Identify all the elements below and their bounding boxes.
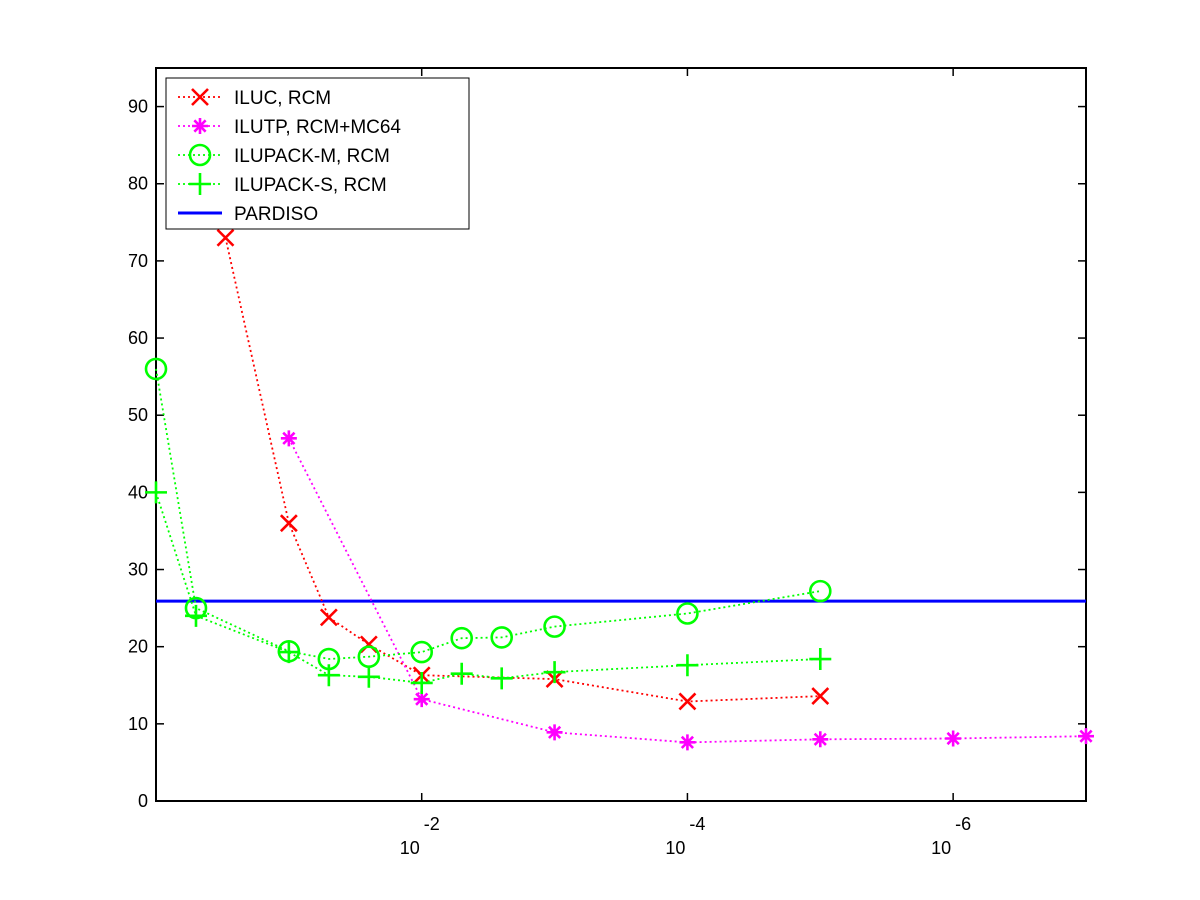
series-ilutp-rcm-mc64: [280, 430, 1094, 751]
data-point-ilupack-m-rcm: [808, 579, 832, 603]
data-point-ilupack-m-rcm: [490, 626, 514, 649]
legend-label: ILUTP, RCM+MC64: [234, 117, 401, 138]
data-point-ilupack-m-rcm: [410, 640, 434, 664]
y-tick-label: 0: [138, 791, 148, 811]
y-tick-label: 80: [128, 174, 148, 194]
x-tick-label-base: 10: [400, 838, 420, 858]
data-point-iluc-rcm: [216, 228, 235, 247]
y-tick-label: 90: [128, 97, 148, 117]
data-point-ilupack-s-rcm: [277, 641, 300, 664]
data-point-ilupack-s-rcm: [543, 661, 566, 684]
legend: ILUC, RCM ILUTP, RCM+MC64 ILUPACK-M, RCM IL…: [165, 77, 470, 230]
series-layer: [144, 228, 1094, 751]
data-point-ilupack-m-rcm: [676, 602, 699, 625]
x-tick-label-exponent: -4: [689, 814, 705, 834]
legend-box: [165, 77, 470, 230]
legend-marker: [192, 118, 208, 134]
y-tick-label: 20: [128, 637, 148, 657]
data-point-ilupack-s-rcm: [184, 604, 207, 627]
data-point-ilupack-m-rcm: [543, 615, 566, 638]
data-point-ilutp-rcm-mc64: [679, 734, 696, 751]
data-point-ilutp-rcm-mc64: [812, 731, 829, 748]
y-tick-label: 70: [128, 251, 148, 271]
y-tick-label: 50: [128, 405, 148, 425]
y-axis: 0 10 20 30 40 50 60 70 80 90: [128, 97, 1086, 811]
x-tick-label-exponent: -2: [424, 814, 440, 834]
data-point-ilutp-rcm-mc64: [945, 730, 962, 747]
series-line-ilupack-s-rcm: [155, 492, 821, 684]
x-axis: 10-210-410-6: [400, 68, 971, 858]
legend-label: ILUC, RCM: [234, 88, 331, 109]
y-tick-label: 30: [128, 560, 148, 580]
legend-item-ilupack-m-rcm: ILUPACK-M, RCM: [178, 143, 390, 167]
legend-item-ilupack-s-rcm: ILUPACK-S, RCM: [178, 173, 387, 196]
y-tick-label: 40: [128, 482, 148, 502]
legend-label: PARDISO: [234, 204, 318, 225]
x-tick-label-base: 10: [931, 838, 951, 858]
x-tick-label-exponent: -6: [955, 814, 971, 834]
data-point-iluc-rcm: [811, 687, 830, 705]
data-point-ilutp-rcm-mc64: [546, 724, 563, 741]
legend-item-ilutp-rcm-mc64: ILUTP, RCM+MC64: [178, 117, 401, 138]
data-point-ilupack-s-rcm: [145, 481, 167, 504]
legend-marker: [191, 88, 209, 106]
data-point-ilupack-s-rcm: [490, 667, 513, 690]
legend-label: ILUPACK-M, RCM: [234, 146, 390, 167]
data-point-iluc-rcm: [678, 692, 697, 711]
legend-marker: [188, 143, 212, 167]
data-point-iluc-rcm: [319, 608, 338, 627]
data-point-ilupack-s-rcm: [357, 665, 380, 688]
data-point-iluc-rcm: [279, 514, 298, 533]
legend-item-iluc-rcm: ILUC, RCM: [178, 88, 331, 109]
y-tick-label: 10: [128, 714, 148, 734]
data-point-ilupack-s-rcm: [809, 648, 832, 671]
series-line-ilupack-m-rcm: [155, 368, 821, 660]
data-point-ilutp-rcm-mc64: [280, 430, 297, 447]
data-point-ilupack-s-rcm: [676, 654, 699, 677]
y-tick-label: 60: [128, 328, 148, 348]
data-point-ilupack-s-rcm: [317, 664, 340, 687]
data-point-ilupack-s-rcm: [410, 671, 433, 694]
data-point-ilupack-s-rcm: [450, 662, 473, 685]
legend-label: ILUPACK-S, RCM: [234, 175, 387, 196]
series-ilupack-s-rcm: [145, 481, 832, 694]
legend-marker: [189, 173, 211, 195]
legend-item-pardiso: PARDISO: [178, 204, 318, 225]
x-tick-label-base: 10: [665, 838, 685, 858]
data-point-ilupack-m-rcm: [144, 357, 168, 381]
data-point-ilutp-rcm-mc64: [1078, 728, 1094, 745]
data-point-ilupack-m-rcm: [450, 626, 474, 650]
data-point-ilutp-rcm-mc64: [413, 691, 430, 708]
